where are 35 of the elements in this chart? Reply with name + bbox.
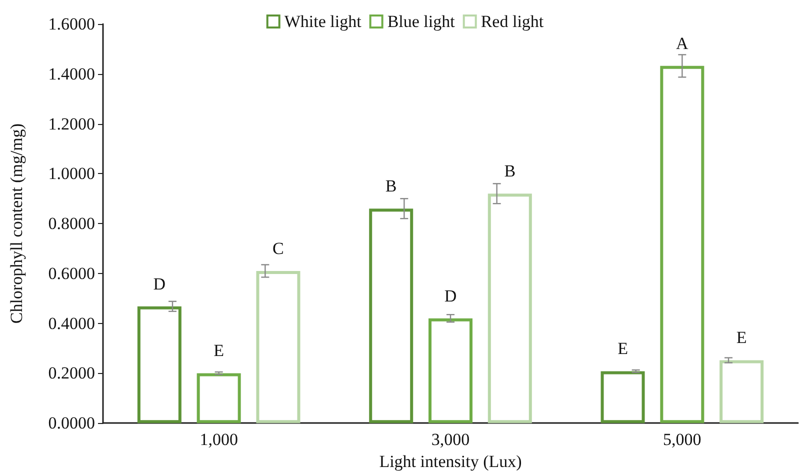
x-tick-label: 1,000 [200, 430, 238, 450]
data-label: A [676, 34, 690, 53]
data-label: E [214, 341, 224, 360]
y-tick-label: 0.6000 [48, 264, 95, 283]
data-label: E [618, 339, 628, 358]
data-label: D [153, 274, 166, 294]
bar [428, 318, 472, 424]
bar [256, 270, 300, 424]
bar [488, 194, 532, 424]
data-label: E [736, 328, 747, 348]
y-tick-label: 1.0000 [48, 164, 95, 184]
bar [369, 208, 414, 424]
bar [660, 66, 704, 424]
y-tick-label: 1.4000 [48, 64, 95, 84]
legend-label: Red light [480, 12, 544, 31]
data-label: B [385, 176, 397, 196]
x-tick-label: 3,000 [431, 430, 470, 450]
bar [196, 373, 241, 424]
data-label: C [272, 238, 284, 258]
data-label: D [444, 286, 457, 306]
bar [600, 371, 645, 424]
y-tick-label: 0.8000 [48, 214, 95, 234]
y-tick-label: 1.2000 [48, 114, 95, 134]
y-tick-label: 0.4000 [48, 314, 95, 333]
y-axis-title: Chlorophyll content (mg/mg) [7, 123, 26, 324]
data-label: B [504, 162, 516, 181]
y-tick-label: 1.6000 [48, 14, 95, 34]
legend-label: Blue light [387, 12, 456, 31]
y-tick-label: 0.0000 [48, 414, 95, 433]
x-tick-label: 5,000 [663, 430, 702, 450]
legend-label: White light [284, 12, 362, 31]
bar [137, 306, 182, 424]
x-axis-title: Light intensity (Lux) [379, 452, 522, 471]
y-tick-label: 0.2000 [48, 364, 95, 383]
bar [720, 360, 764, 424]
